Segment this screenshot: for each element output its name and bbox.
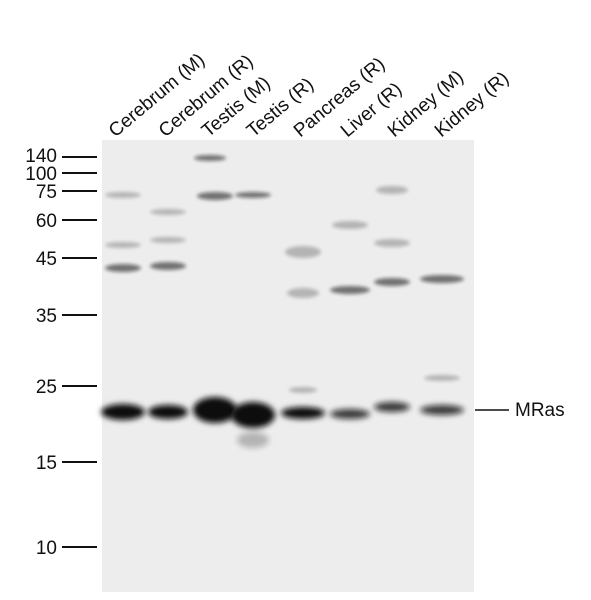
marker-label: 60 — [36, 211, 57, 232]
marker-label: 35 — [36, 306, 57, 327]
marker-label: 140 — [25, 146, 57, 167]
marker-ticks — [62, 156, 97, 548]
lane-labels: Cerebrum (M) Cerebrum (R) Testis (M) Tes… — [105, 50, 513, 142]
marker-label: 25 — [36, 377, 57, 398]
marker-label: 45 — [36, 249, 57, 270]
marker-label: 10 — [36, 538, 57, 559]
bands — [101, 155, 464, 448]
marker-labels: 140 100 75 60 45 35 25 15 10 — [25, 146, 57, 559]
band-label: MRas — [515, 400, 565, 421]
marker-label: 15 — [36, 453, 57, 474]
marker-label: 100 — [25, 164, 57, 185]
marker-label: 75 — [36, 182, 57, 203]
membrane — [102, 140, 474, 592]
